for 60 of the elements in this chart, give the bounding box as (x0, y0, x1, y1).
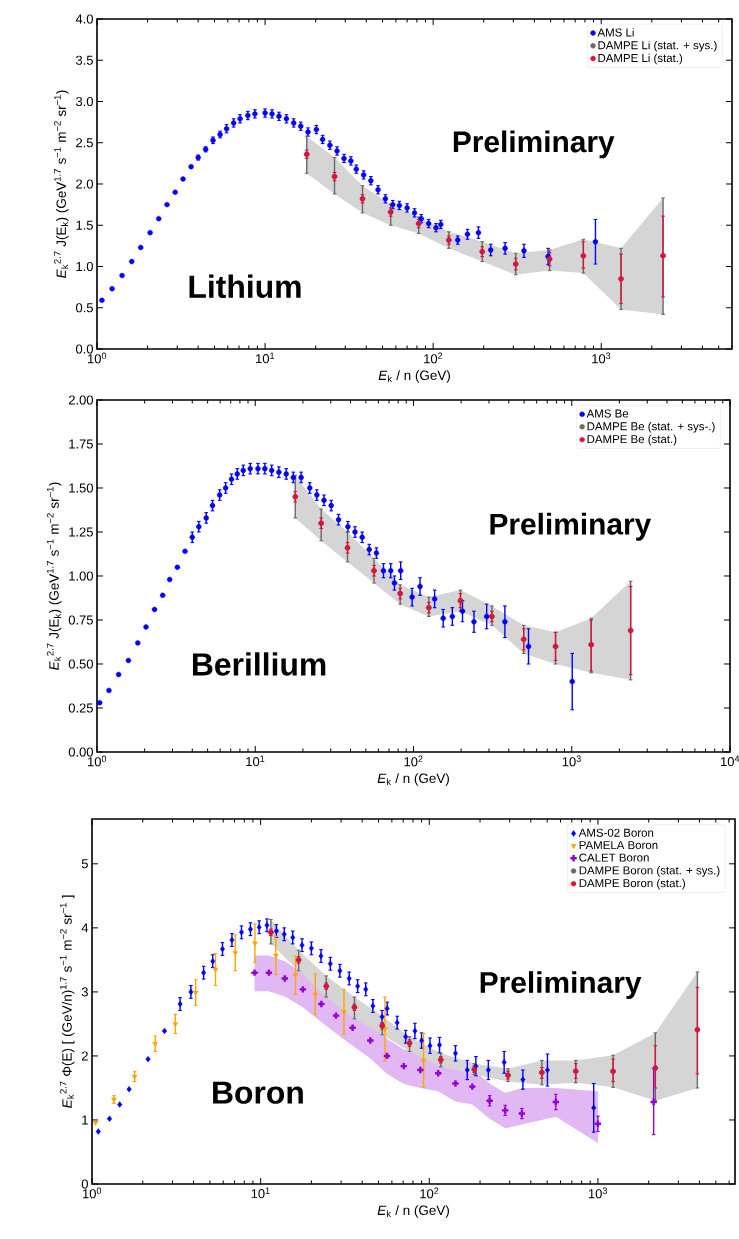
x-tick-label: 10$^{2}$ (404, 755, 423, 767)
legend-label: DAMPE Li (stat.) (598, 53, 683, 65)
legend-label: PAMELA Boron (579, 841, 658, 850)
x-tick-label: 10$^{1}$ (256, 352, 275, 364)
x-tick-label: 10$^{4}$ (721, 755, 739, 767)
x-tick-label: 10$^{0}$ (88, 755, 107, 767)
x-axis-title: E$_{k}$ / n (GeV) (377, 773, 449, 786)
x-tick-label: 10$^{3}$ (588, 1187, 607, 1199)
y-tick-label: 1.0 (76, 261, 93, 272)
y-tick-label: 1.5 (76, 220, 93, 230)
legend-label: AMS-02 Boron (578, 828, 654, 837)
legend-label: CALET Boron (579, 853, 649, 862)
legend-label: AMS Be (586, 409, 629, 418)
x-tick-label: 10$^{3}$ (592, 352, 611, 364)
y-tick-label: 0.0 (75, 344, 93, 354)
y-tick-label: 2.0 (76, 179, 93, 189)
y-tick-label: 0.25 (68, 703, 93, 713)
y-tick-label: 3.0 (75, 96, 93, 107)
annotation: Preliminary (490, 512, 652, 541)
x-tick-label: 10$^{2}$ (424, 352, 443, 364)
x-axis-title: E$_{k}$ / n (GeV) (377, 1205, 449, 1218)
x-tick-label: 10$^{1}$ (246, 755, 265, 767)
annotation: Berillium (192, 652, 326, 676)
y-tick-label: 0.5 (75, 303, 93, 313)
x-axis-title: E$_{k}$ / n (GeV) (378, 370, 450, 383)
y-tick-label: 1 (82, 1115, 88, 1125)
text: E$_{k}$$^{2.7}$ J(E$_{k}$) (GeV$^{1.7}$ s$^{−1}$ m$^{−2}$ sr$^{−1}$) (54, 90, 69, 278)
annotation: Preliminary (480, 971, 642, 1000)
y-tick-label: 3 (81, 987, 88, 997)
y-tick-label: 4 (81, 923, 89, 933)
y-tick-label: 0.75 (68, 615, 93, 625)
y-tick-label: 5 (81, 859, 88, 869)
text: E$_{k}$$^{2.7}$ J(E$_{k}$) (GeV$^{1.7}$ s$^{−1}$ m$^{−2}$ sr$^{−1}$) (46, 482, 62, 670)
y-tick-label: 2 (81, 1051, 88, 1061)
y-tick-label: 0.50 (68, 659, 93, 669)
text: E$_{k}$$^{2.7}$ Φ(E) [ (GeV/n)$^{1.7}$ s$^{−1}$ m$^{−2}$ sr$^{−1}$ ] (59, 895, 75, 1108)
legend-label: DAMPE Be (stat. + sys-.) (587, 421, 715, 433)
y-tick-label: 2.5 (76, 138, 93, 148)
x-tick-label: 10$^{0}$ (83, 1187, 102, 1199)
x-tick-label: 10$^{2}$ (420, 1187, 439, 1199)
legend-label: DAMPE Boron (stat.) (579, 878, 685, 890)
x-tick-label: 10$^{3}$ (562, 755, 581, 767)
legend-label: AMS Li (597, 28, 634, 37)
y-tick-label: 2.00 (68, 395, 93, 405)
annotation: Boron (213, 1081, 303, 1104)
y-tick-label: 1.50 (69, 483, 93, 493)
annotation: Preliminary (453, 130, 615, 159)
y-tick-label: 1.75 (69, 439, 93, 449)
y-tick-label: 0 (81, 1179, 88, 1189)
legend-label: DAMPE Li (stat. + sys.) (598, 40, 717, 52)
y-tick-label: 4.0 (75, 14, 93, 24)
legend-label: DAMPE Be (stat.) (587, 434, 677, 446)
legend-label: DAMPE Boron (stat. + sys.) (579, 866, 720, 877)
y-tick-label: 1.00 (69, 571, 93, 581)
x-tick-label: 10$^{0}$ (88, 352, 107, 364)
y-tick-label: 3.5 (75, 55, 93, 65)
y-tick-label: 1.25 (69, 527, 93, 537)
x-tick-label: 10$^{1}$ (251, 1187, 270, 1199)
y-tick-label: 0.00 (68, 747, 93, 757)
annotation: Lithium (189, 274, 301, 298)
